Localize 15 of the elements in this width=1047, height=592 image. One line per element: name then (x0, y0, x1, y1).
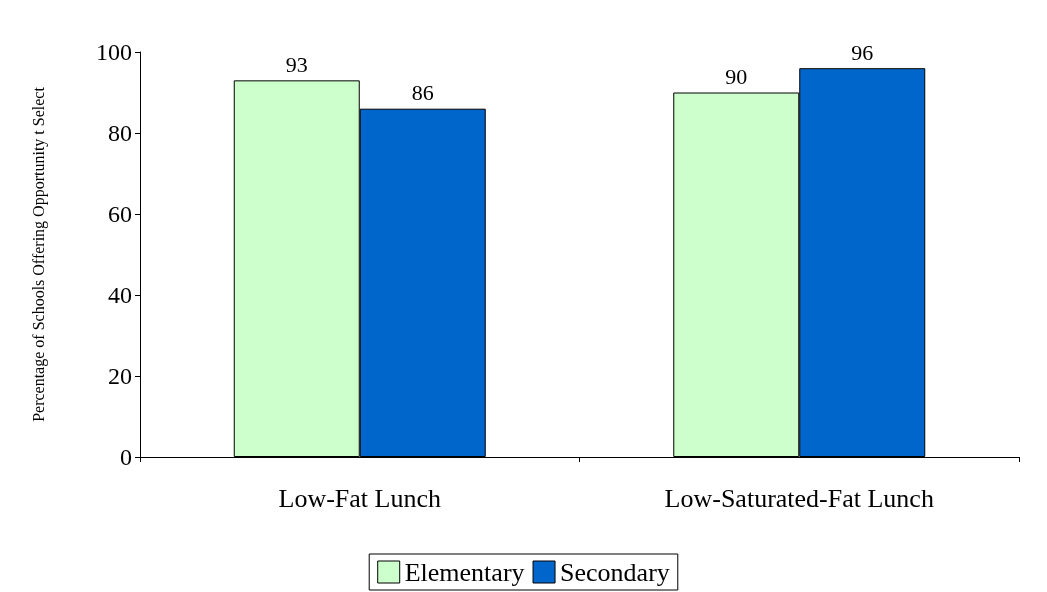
y-tick-label: 40 (108, 282, 132, 308)
y-tick-label: 0 (120, 444, 132, 470)
y-tick-label: 100 (96, 39, 132, 65)
y-axis-title: Percentage of Schools Offering Opportunity t Select (29, 86, 48, 422)
y-tick-label: 60 (108, 201, 132, 227)
data-label: 90 (725, 64, 748, 89)
y-tick-label: 80 (108, 120, 132, 146)
x-tick-label: Low-Fat Lunch (278, 483, 441, 513)
data-label: 96 (851, 39, 874, 65)
y-tick-label: 20 (108, 363, 132, 389)
x-tick-label: Low-Saturated-Fat Lunch (664, 483, 934, 513)
legend-label: Elementary (404, 557, 525, 587)
legend-label: Secondary (560, 557, 670, 587)
data-label: 93 (285, 51, 308, 77)
data-label: 86 (411, 80, 434, 106)
